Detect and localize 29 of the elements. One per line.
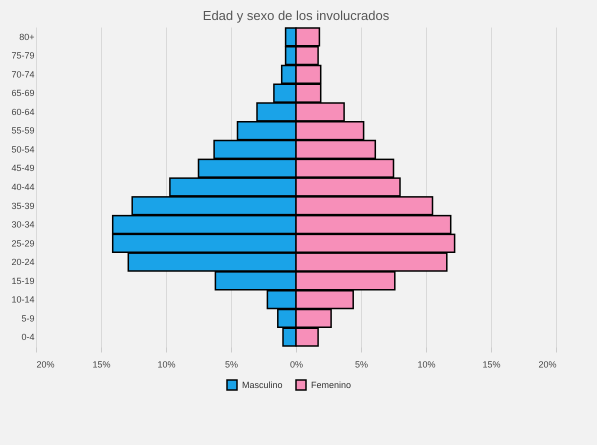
y-tick-label: 15-19 — [11, 276, 34, 286]
y-tick-label: 25-29 — [11, 238, 34, 248]
y-tick-label: 30-34 — [11, 220, 34, 230]
y-tick-label: 50-54 — [11, 144, 34, 154]
y-tick-label: 80+ — [19, 32, 34, 42]
y-tick-label: 65-69 — [11, 88, 34, 98]
y-tick-label: 10-14 — [11, 294, 34, 305]
y-tick-label: 55-59 — [11, 126, 34, 136]
x-tick-label: 10% — [417, 360, 436, 370]
x-tick-label: 5% — [224, 360, 238, 370]
x-tick-label: 5% — [354, 360, 368, 370]
chart-title: Edad y sexo de los involucrados — [202, 8, 390, 23]
x-tick-label: 15% — [92, 360, 111, 370]
y-tick-label: 40-44 — [11, 182, 34, 192]
y-tick-label: 0-4 — [21, 332, 34, 342]
x-tick-label: 20% — [538, 360, 556, 370]
y-tick-label: 75-79 — [11, 50, 34, 61]
x-tick-label: 20% — [36, 360, 55, 370]
x-tick-label: 15% — [482, 360, 501, 370]
y-tick-label: 45-49 — [11, 163, 34, 174]
y-tick-label: 20-24 — [11, 257, 34, 268]
x-tick-label: 0% — [290, 360, 304, 370]
x-tick-label: 10% — [157, 360, 176, 370]
y-tick-label: 35-39 — [11, 200, 34, 211]
legend-label: Femenino — [311, 380, 352, 390]
y-tick-label: 5-9 — [21, 313, 34, 324]
y-tick-label: 60-64 — [11, 106, 34, 117]
legend-label: Masculino — [242, 380, 283, 390]
y-tick-label: 70-74 — [11, 69, 34, 80]
